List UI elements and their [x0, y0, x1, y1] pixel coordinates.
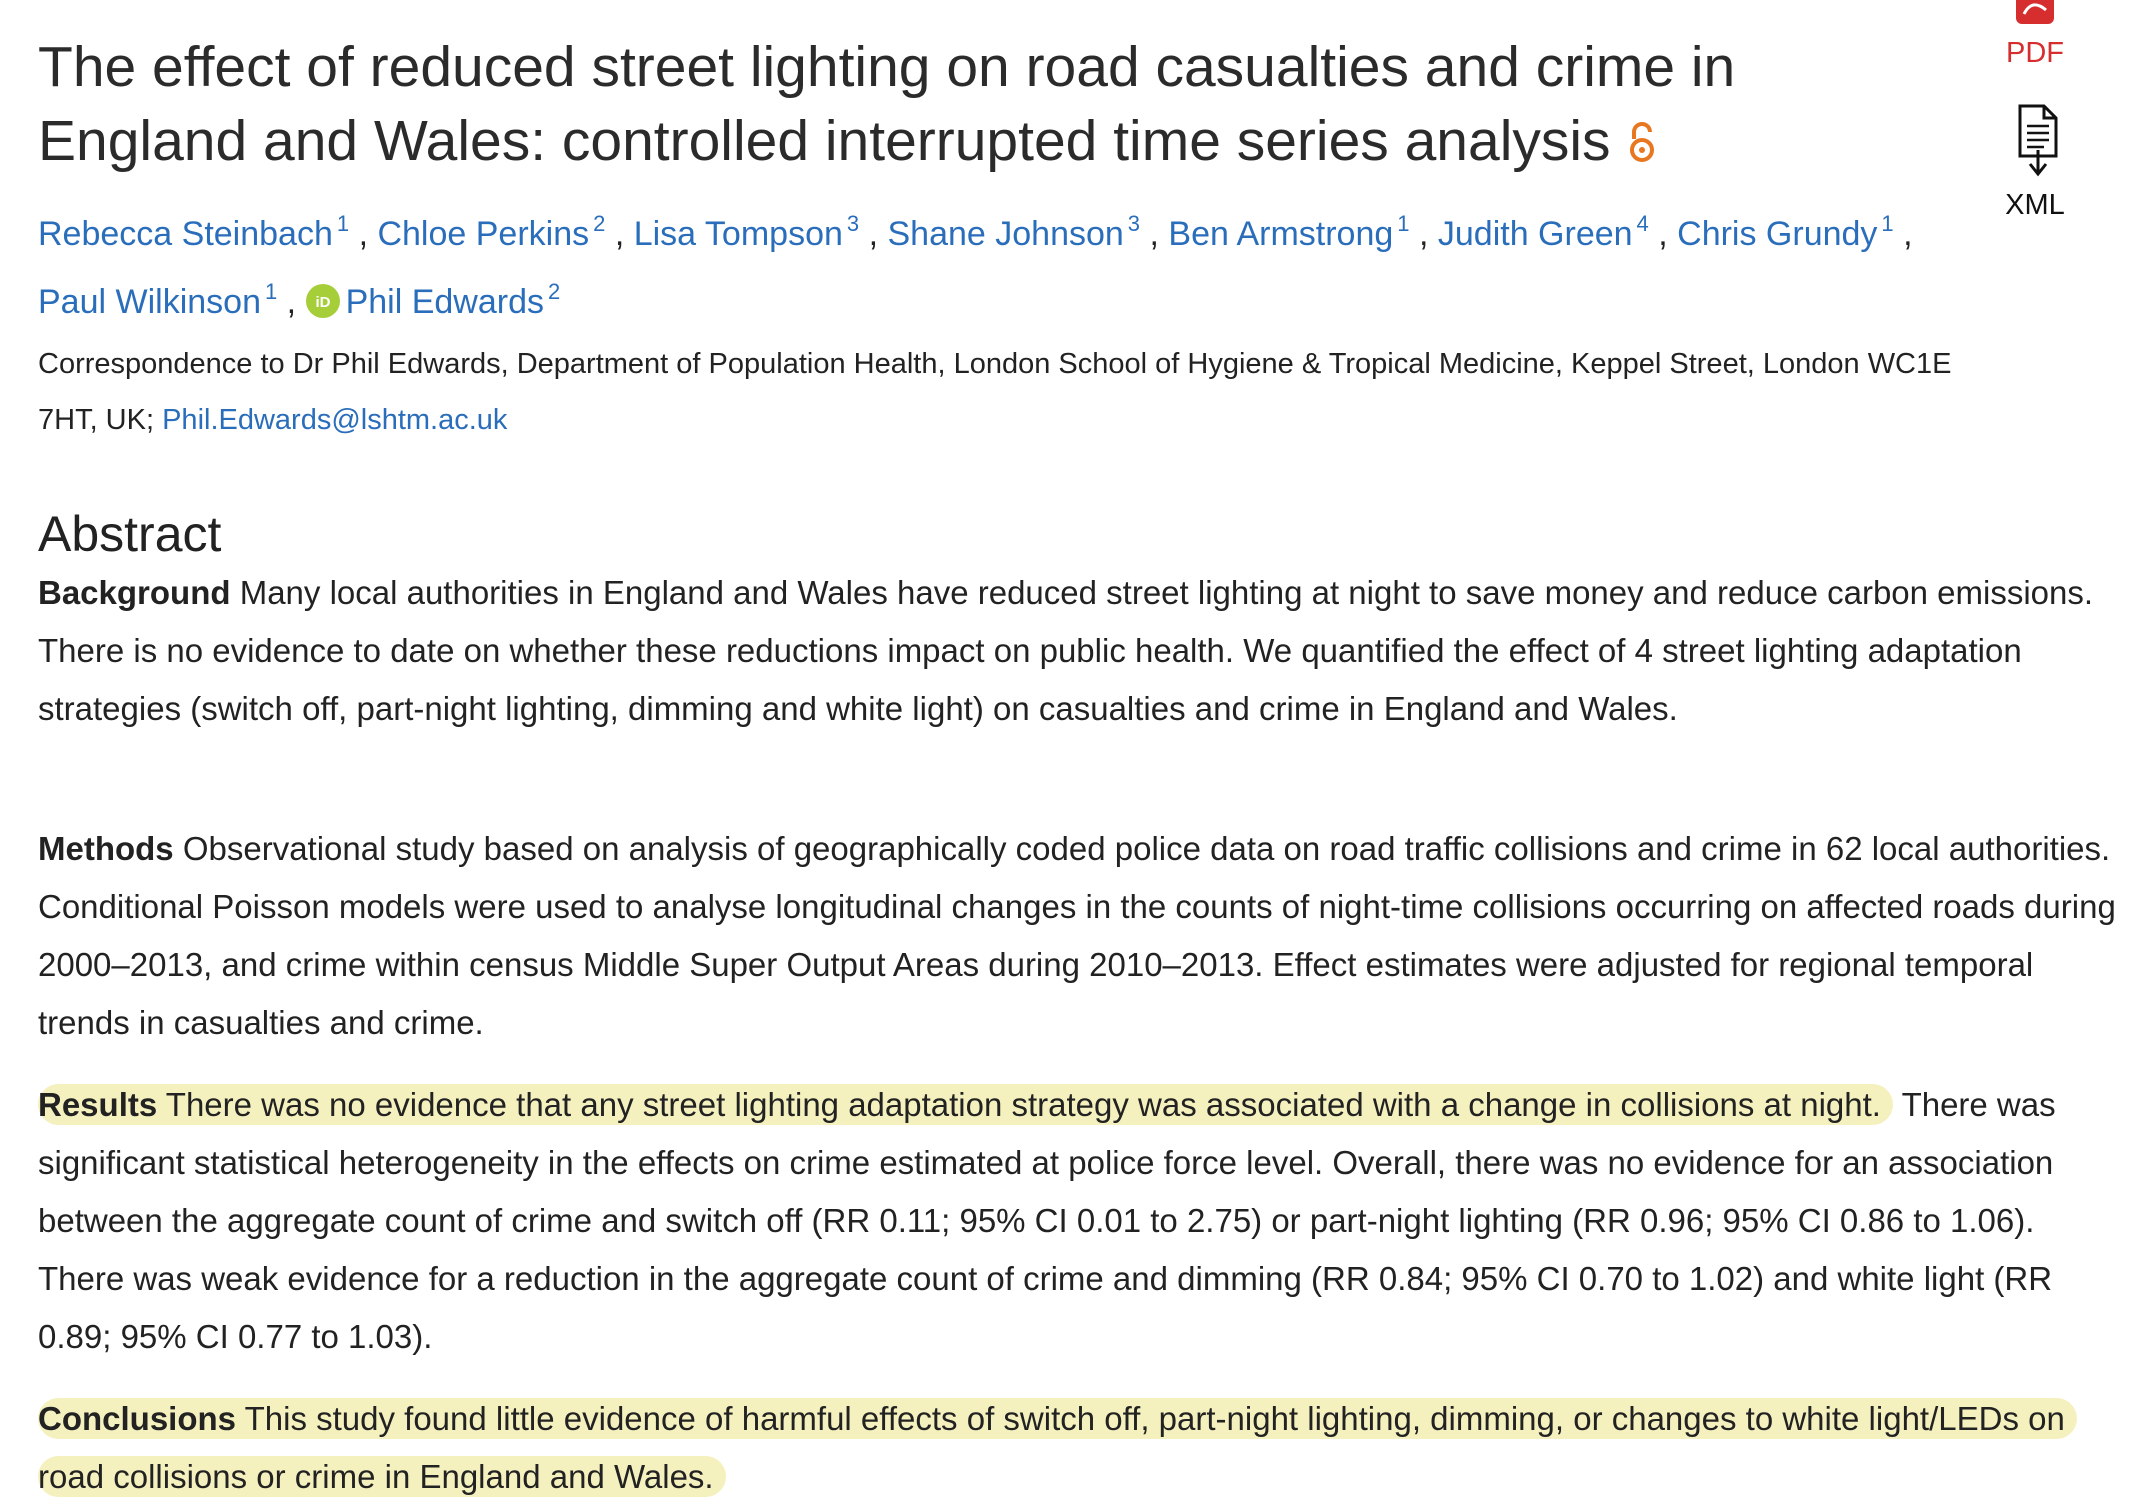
author: Chris Grundy 1 [1677, 213, 1894, 254]
author-affiliation: 3 [846, 211, 860, 236]
author-affiliation: 1 [336, 211, 350, 236]
article-title-text: The effect of reduced street lighting on… [38, 35, 1736, 173]
correspondence-text: Correspondence to Dr Phil Edwards, Depar… [38, 348, 1952, 436]
author-affiliation: 1 [264, 279, 278, 304]
author-link[interactable]: Judith Green [1437, 215, 1633, 253]
section-label: Background [38, 574, 231, 611]
author: Judith Green 4 [1437, 213, 1649, 254]
section-text: Observational study based on analysis of… [38, 830, 2116, 1041]
author-link[interactable]: Rebecca Steinbach [38, 215, 333, 253]
abstract-methods: Methods Observational study based on ana… [38, 820, 2128, 1052]
abstract-heading: Abstract [38, 506, 222, 562]
author: iD Phil Edwards 2 [305, 281, 560, 321]
author-link[interactable]: Lisa Tompson [633, 215, 843, 253]
abstract-conclusions: Conclusions This study found little evid… [38, 1390, 2128, 1506]
author: Chloe Perkins 2 [377, 213, 605, 254]
section-label: Results [38, 1086, 158, 1123]
xml-document-icon [2016, 104, 2058, 187]
author-list: Rebecca Steinbach 1 , Chloe Perkins 2 , Li… [38, 211, 1913, 322]
author-affiliation: 2 [593, 211, 606, 236]
author-affiliation: 3 [1127, 211, 1141, 236]
author: Rebecca Steinbach 1 [38, 213, 349, 254]
author-link[interactable]: Paul Wilkinson [38, 283, 261, 321]
author: Paul Wilkinson 1 [38, 281, 277, 322]
author-affiliation: 4 [1636, 211, 1649, 236]
abstract-results: Results There was no evidence that any s… [38, 1076, 2128, 1366]
highlight: Conclusions This study found little evid… [38, 1398, 2077, 1497]
section-label: Methods [38, 830, 174, 867]
author: Lisa Tompson 3 [633, 213, 859, 254]
pdf-download-link[interactable]: PDF [1990, 0, 2080, 80]
article-title: The effect of reduced street lighting on… [38, 30, 1958, 180]
author-link[interactable]: Phil Edwards [345, 283, 544, 321]
highlighted-text: There was no evidence that any street li… [165, 1086, 1881, 1123]
open-access-lock-icon [1629, 106, 1655, 180]
svg-text:iD: iD [315, 294, 330, 311]
orcid-icon[interactable]: iD [305, 273, 340, 318]
xml-download-link[interactable]: XML [1990, 104, 2080, 224]
author-link[interactable]: Chloe Perkins [377, 215, 590, 253]
highlight: Results There was no evidence that any s… [38, 1084, 1893, 1125]
xml-label: XML [2005, 189, 2065, 221]
section-text: There was significant statistical hetero… [38, 1086, 2056, 1355]
pdf-label: PDF [2006, 37, 2064, 69]
author-link[interactable]: Chris Grundy [1677, 215, 1878, 253]
author-affiliation: 2 [548, 279, 561, 304]
abstract-background: Background Many local authorities in Eng… [38, 564, 2128, 738]
author: Shane Johnson 3 [887, 213, 1140, 254]
author-affiliation: 1 [1881, 211, 1894, 236]
author: Ben Armstrong 1 [1168, 213, 1409, 254]
section-label: Conclusions [38, 1400, 237, 1437]
author-link[interactable]: Ben Armstrong [1168, 215, 1394, 253]
correspondence-email-link[interactable]: Phil.Edwards@lshtm.ac.uk [162, 404, 508, 436]
pdf-icon [2014, 0, 2056, 33]
correspondence: Correspondence to Dr Phil Edwards, Depar… [38, 336, 2018, 448]
highlighted-text: This study found little evidence of harm… [38, 1400, 2065, 1495]
author-affiliation: 1 [1397, 211, 1410, 236]
section-text: Many local authorities in England and Wa… [38, 574, 2094, 727]
author-link[interactable]: Shane Johnson [887, 215, 1124, 253]
